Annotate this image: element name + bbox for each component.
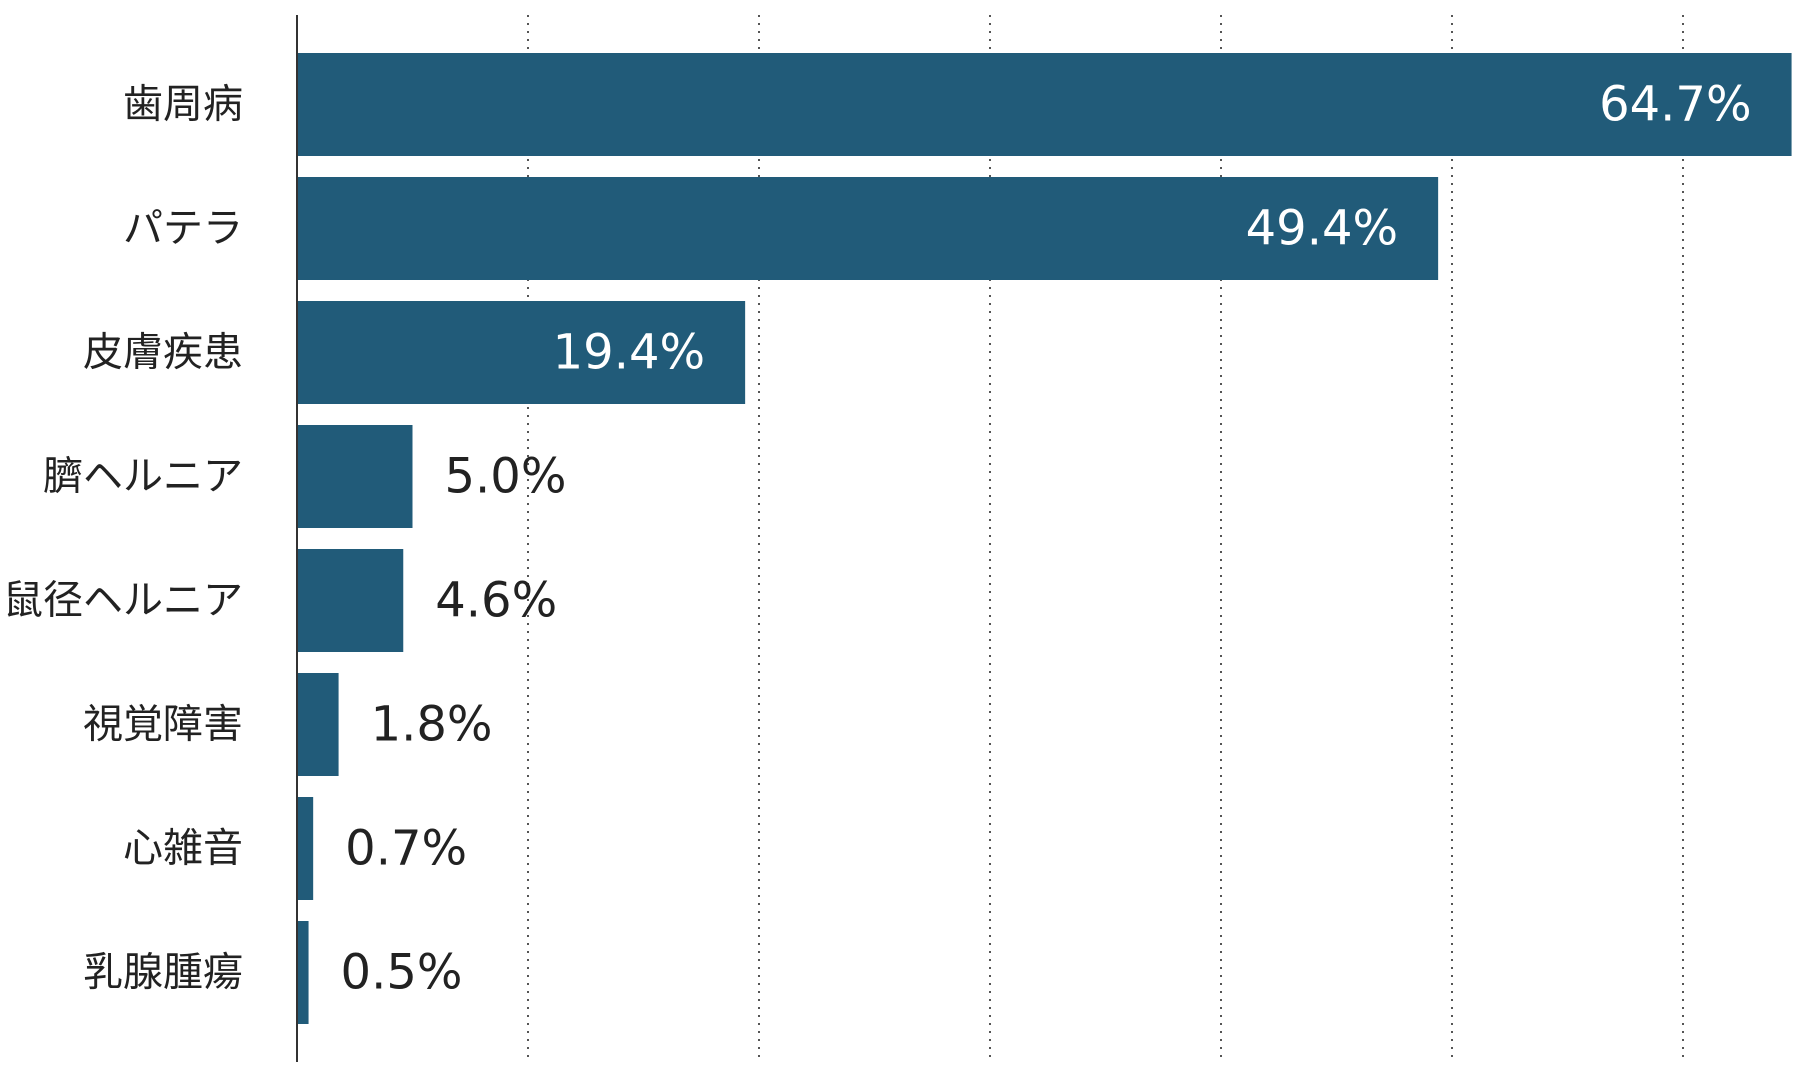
- value-label: 4.6%: [435, 573, 557, 629]
- bar: [297, 797, 314, 900]
- value-label: 5.0%: [445, 449, 567, 505]
- bars: [297, 53, 1792, 1024]
- bar: [297, 673, 339, 776]
- category-label: 臍ヘルニア: [43, 454, 243, 500]
- value-label: 0.7%: [345, 821, 467, 877]
- gridlines: [527, 15, 1684, 1062]
- bar: [297, 53, 1792, 156]
- category-label: 視覚障害: [83, 702, 243, 748]
- value-label: 64.7%: [1599, 77, 1751, 133]
- bar: [297, 549, 404, 652]
- value-label: 49.4%: [1246, 201, 1398, 257]
- bar: [297, 425, 413, 528]
- category-label: 乳腺腫瘍: [83, 950, 243, 996]
- value-label: 19.4%: [553, 325, 705, 381]
- category-label: 歯周病: [123, 82, 243, 128]
- value-labels: 64.7% 49.4% 19.4% 5.0% 4.6% 1.8% 0.7% 0.5%: [341, 77, 1752, 1001]
- bar: [297, 921, 309, 1024]
- category-label: 鼠径ヘルニア: [3, 578, 243, 624]
- bar: [297, 177, 1439, 280]
- category-label: 皮膚疾患: [83, 330, 243, 376]
- value-label: 0.5%: [341, 945, 463, 1001]
- bar: [297, 301, 746, 404]
- value-label: 1.8%: [371, 697, 493, 753]
- category-label: 心雑音: [123, 826, 243, 872]
- category-label: パテラ: [123, 206, 243, 252]
